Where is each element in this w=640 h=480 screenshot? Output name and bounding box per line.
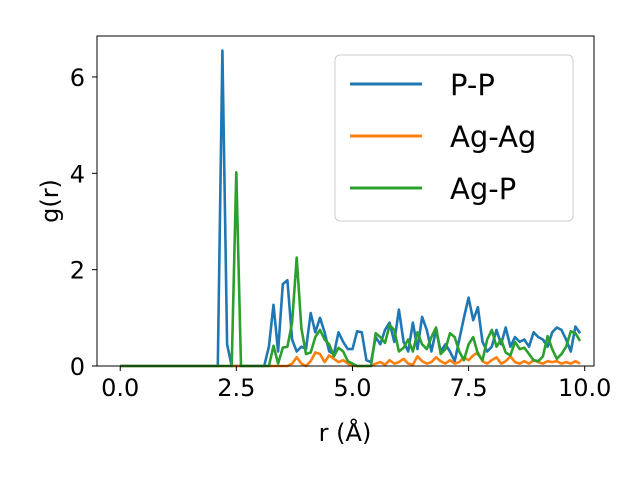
x-tick-label: 5.0 [333,374,371,402]
series-line-ag-p [120,171,582,368]
y-tick-label: 0 [70,353,85,381]
axes [96,35,595,367]
x-axis-ticks: 0.0 2.5 5.0 7.5 10.0 [101,366,611,402]
x-tick-label: 10.0 [558,374,611,402]
plot-area [120,49,582,368]
y-axis-ticks: 0 2 4 6 [70,64,97,381]
y-tick-label: 4 [70,160,85,188]
legend-label-ag-p: Ag-P [450,172,516,206]
x-tick-label: 0.0 [101,374,139,402]
y-tick-label: 2 [70,257,85,285]
legend: P-P Ag-Ag Ag-P [334,54,574,222]
x-tick-label: 7.5 [450,374,488,402]
x-tick-label: 2.5 [217,374,255,402]
y-tick-label: 6 [70,64,85,92]
x-axis-label: r (Å) [319,418,372,447]
legend-label-ag-ag: Ag-Ag [450,120,536,154]
series-line-p-p [120,49,582,368]
legend-box [334,54,574,222]
axes-frame [96,35,595,367]
y-axis-label: g(r) [36,179,64,223]
legend-label-p-p: P-P [450,68,495,102]
